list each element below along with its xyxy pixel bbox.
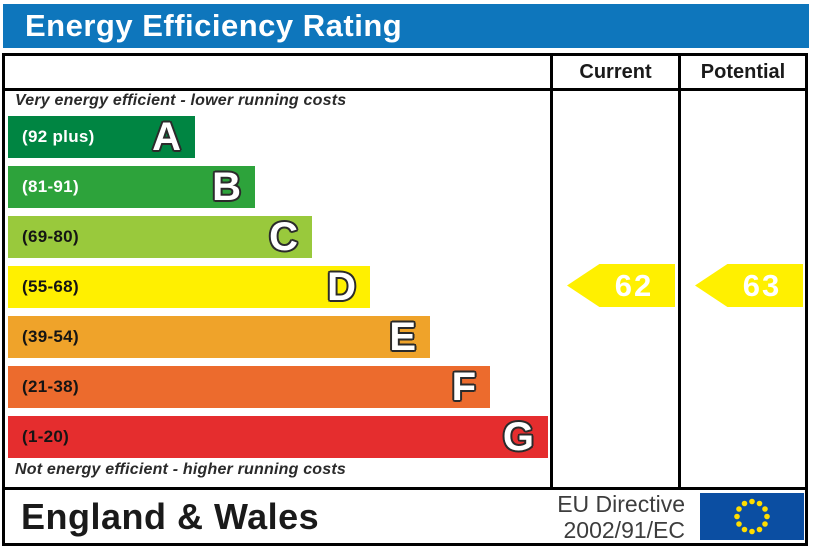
band-c-range: (69-80) <box>22 227 79 246</box>
page-title-bar: Energy Efficiency Rating <box>3 4 809 48</box>
eu-flag-icon <box>700 493 804 540</box>
eu-directive-label: EU Directive 2002/91/EC <box>405 491 685 543</box>
eu-flag-svg <box>700 493 804 540</box>
current-column-header: Current <box>579 60 652 83</box>
band-d-row: (55-68) D <box>8 266 370 308</box>
band-c-row: (69-80) C <box>8 216 312 258</box>
current-column-divider <box>550 56 553 490</box>
current-rating-value: 62 <box>614 267 654 303</box>
eu-stars <box>734 498 770 535</box>
potential-rating-arrow: 63 <box>695 264 803 307</box>
band-a-range: (92 plus) <box>22 127 95 146</box>
band-f-letter: F <box>451 365 476 409</box>
band-f-range: (21-38) <box>22 377 79 396</box>
current-rating-arrow: 62 <box>567 264 675 307</box>
band-a-letter: A <box>152 115 181 159</box>
bottom-note: Not energy efficient - higher running co… <box>15 461 347 478</box>
band-e-row: (39-54) E <box>8 316 430 358</box>
band-e-range: (39-54) <box>22 327 79 346</box>
footer-divider-line <box>5 487 805 490</box>
eu-directive-line2: 2002/91/EC <box>563 517 685 543</box>
potential-rating-value: 63 <box>742 267 782 303</box>
potential-column-header: Potential <box>700 60 786 83</box>
potential-column-divider <box>678 56 681 490</box>
band-b-letter: B <box>212 165 241 209</box>
band-a-row: (92 plus) A <box>8 116 195 158</box>
band-b-range: (81-91) <box>22 177 79 196</box>
band-g-range: (1-20) <box>22 427 70 446</box>
region-label: England & Wales <box>21 495 320 537</box>
band-g-row: (1-20) G <box>8 416 548 458</box>
page-title: Energy Efficiency Rating <box>25 8 403 43</box>
band-d-range: (55-68) <box>22 277 79 296</box>
band-c-letter: C <box>269 215 298 259</box>
rating-table-frame: Current Potential Very energy efficient … <box>2 53 808 546</box>
band-e-letter: E <box>389 315 416 359</box>
band-f-row: (21-38) F <box>8 366 490 408</box>
eu-directive-line1: EU Directive <box>557 491 685 517</box>
band-g-letter: G <box>502 415 534 459</box>
band-b-row: (81-91) B <box>8 166 255 208</box>
band-d-letter: D <box>327 265 356 309</box>
top-note: Very energy efficient - lower running co… <box>15 92 347 109</box>
header-divider-line <box>5 88 805 91</box>
